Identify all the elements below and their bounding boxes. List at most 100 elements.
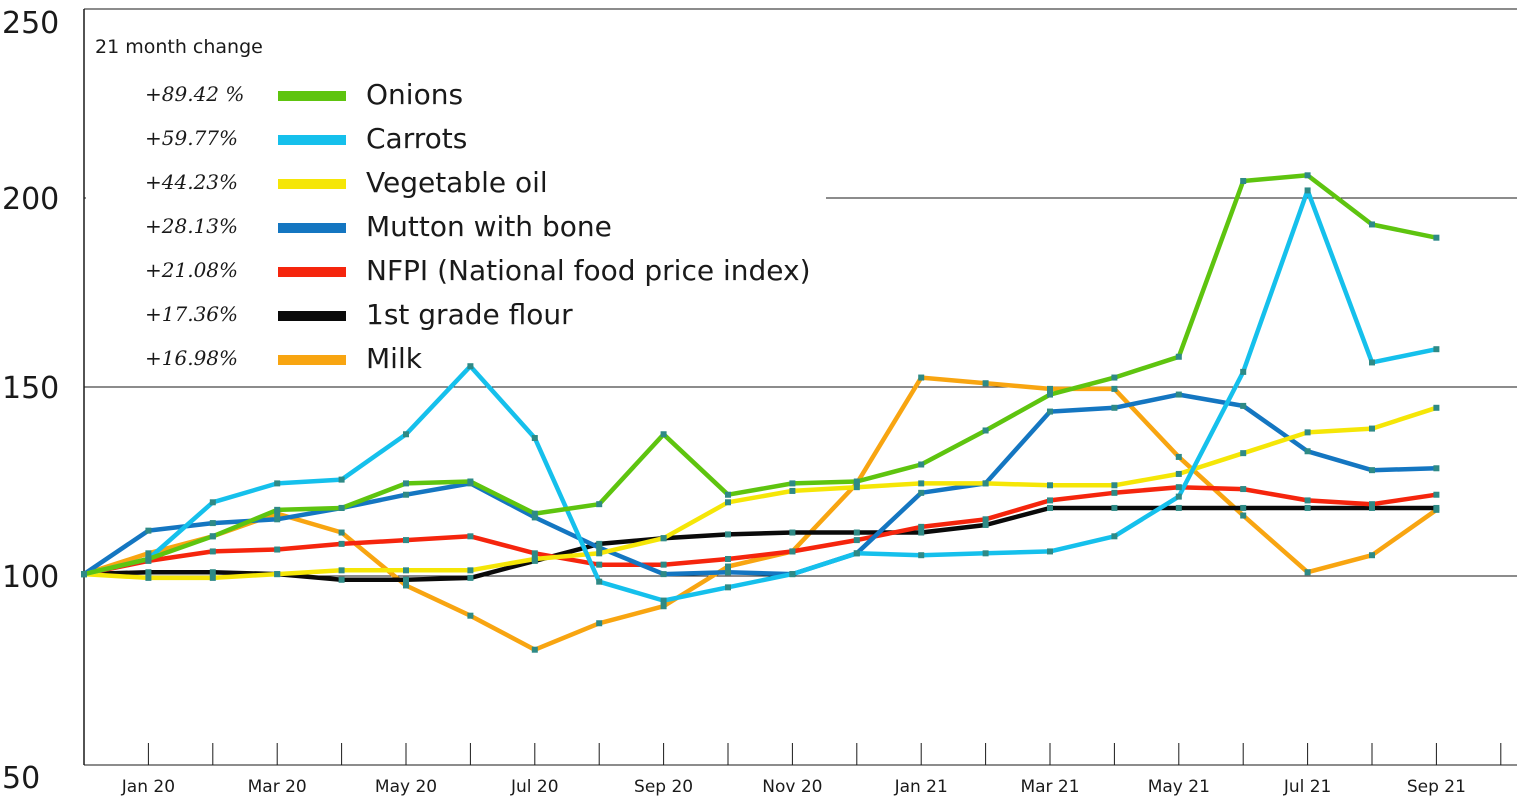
data-point-marker [1433, 491, 1440, 498]
data-point-marker [660, 431, 667, 438]
y-tick-label: 100 [2, 560, 59, 595]
data-point-marker [918, 461, 925, 468]
legend-backdrop-bottom [86, 190, 826, 380]
data-point-marker [1175, 453, 1182, 460]
data-point-marker [918, 529, 925, 536]
data-point-marker [853, 478, 860, 485]
data-point-marker [145, 555, 152, 562]
data-point-marker [853, 529, 860, 536]
data-point-marker [403, 491, 409, 498]
data-point-marker [1047, 385, 1053, 392]
series-line [81, 188, 1439, 603]
data-point-marker [1175, 493, 1182, 500]
data-point-marker [338, 529, 345, 536]
x-tick-label: Mar 20 [248, 777, 307, 797]
data-point-marker [338, 567, 345, 574]
data-point-marker [1304, 497, 1311, 504]
data-point-marker [1433, 346, 1440, 353]
data-point-marker [918, 552, 925, 559]
y-tick-label: 250 [2, 6, 59, 41]
x-axis-ticks: Jan 20 Mar 20 May 20 Jul 20 Sep 20 Nov 20 Jan … [121, 743, 1502, 797]
data-point-marker [1369, 359, 1375, 366]
data-point-marker [1175, 504, 1182, 511]
data-point-marker [145, 527, 152, 534]
x-tick-label: May 20 [375, 777, 437, 797]
data-point-marker [209, 520, 216, 527]
data-point-marker [467, 533, 474, 540]
data-point-marker [403, 480, 409, 487]
x-tick-label: May 21 [1148, 777, 1210, 797]
data-point-marker [918, 489, 925, 496]
data-point-marker [531, 514, 538, 521]
data-point-marker [1047, 497, 1053, 504]
data-point-marker [1240, 450, 1247, 457]
series-line [81, 392, 1439, 577]
legend-swatch [278, 179, 346, 189]
legend-background [86, 10, 826, 380]
x-tick-label: Jan 20 [121, 777, 175, 797]
legend-change-value: +17.36% [145, 302, 238, 326]
legend-swatch [278, 91, 346, 101]
data-point-marker [982, 550, 989, 557]
data-point-marker [1111, 489, 1118, 496]
legend-change-value: +16.98% [145, 346, 238, 370]
legend-title: 21 month change [95, 36, 263, 58]
data-point-marker [725, 584, 731, 591]
data-point-marker [274, 480, 281, 487]
data-point-marker [853, 537, 860, 544]
data-point-marker [596, 620, 603, 627]
legend-swatch [278, 311, 346, 321]
data-point-marker [403, 582, 409, 589]
data-point-marker [403, 567, 409, 574]
data-point-marker [1111, 504, 1118, 511]
data-point-marker [1175, 353, 1182, 360]
data-point-marker [1369, 501, 1375, 508]
data-point-marker [725, 491, 731, 498]
legend-series-label: Milk [366, 342, 423, 375]
data-point-marker [531, 555, 538, 562]
data-point-marker [274, 516, 281, 523]
legend: 21 month change +89.42 % Onions +59.77% Car… [95, 36, 811, 375]
data-point-marker [274, 546, 281, 553]
data-point-marker [596, 501, 603, 508]
data-point-marker [531, 550, 538, 557]
data-point-marker [1304, 569, 1311, 576]
axes [83, 9, 1517, 766]
data-point-marker [467, 478, 474, 485]
data-point-marker [1240, 368, 1247, 375]
data-point-marker [1047, 548, 1053, 555]
data-point-marker [1111, 404, 1118, 411]
data-point-marker [467, 363, 474, 370]
data-point-marker [467, 567, 474, 574]
data-point-marker [918, 523, 925, 530]
data-point-marker [1304, 504, 1311, 511]
y-tick-label: 200 [2, 182, 59, 217]
data-point-marker [982, 480, 989, 487]
data-point-marker [338, 576, 345, 583]
data-point-marker [1240, 512, 1247, 519]
legend-change-value: +44.23% [145, 170, 238, 194]
legend-swatch [278, 135, 346, 145]
data-point-marker [1433, 234, 1440, 241]
legend-backdrop-top [86, 10, 641, 192]
data-point-marker [982, 521, 989, 528]
data-point-marker [1433, 465, 1440, 472]
data-point-marker [1433, 504, 1440, 511]
legend-swatch [278, 223, 346, 233]
data-point-marker [1304, 448, 1311, 455]
data-point-marker [918, 374, 925, 381]
legend-series-label: 1st grade flour [366, 298, 573, 331]
series-line [81, 173, 1439, 577]
data-point-marker [403, 576, 409, 583]
data-point-marker [209, 499, 216, 506]
x-tick-label: Sep 21 [1407, 777, 1466, 797]
data-point-marker [209, 569, 216, 576]
data-point-marker [1111, 385, 1118, 392]
data-point-marker [1240, 402, 1247, 409]
data-point-marker [1369, 504, 1375, 511]
series-line [81, 375, 1439, 652]
y-tick-label: 150 [2, 371, 59, 406]
legend-series-label: Vegetable oil [366, 166, 548, 199]
data-point-marker [209, 548, 216, 555]
